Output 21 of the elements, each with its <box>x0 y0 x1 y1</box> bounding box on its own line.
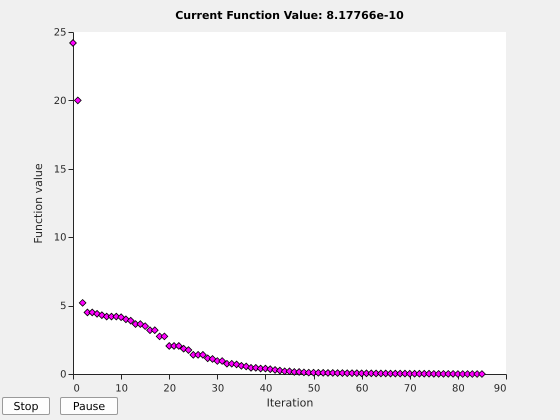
x-axis-title: Iteration <box>266 396 314 410</box>
button[interactable]: Stop <box>2 397 50 415</box>
x-tick-label: 70 <box>404 384 417 394</box>
x-tick-label: 0 <box>74 384 80 394</box>
x-tick-label: 80 <box>452 384 465 394</box>
y-tick-label: 25 <box>54 28 66 38</box>
x-tick-label: 40 <box>260 384 272 394</box>
y-axis-title: Function value <box>32 163 45 244</box>
y-tick-label: 0 <box>60 370 66 380</box>
y-tick-label: 15 <box>54 164 66 176</box>
x-tick-label: 30 <box>211 384 224 394</box>
x-tick-label: 20 <box>163 384 176 394</box>
x-tick-label: 90 <box>494 384 506 394</box>
chart-title: Current Function Value: 8.17766e-10 <box>175 9 404 22</box>
x-tick-label: 10 <box>115 384 128 394</box>
y-tick-label: 10 <box>54 232 66 244</box>
button[interactable]: Pause <box>60 397 118 415</box>
x-tick-label: 50 <box>308 384 320 394</box>
y-tick-label: 20 <box>54 96 66 107</box>
y-tick-label: 5 <box>60 301 66 312</box>
x-tick-label: 60 <box>356 384 369 394</box>
